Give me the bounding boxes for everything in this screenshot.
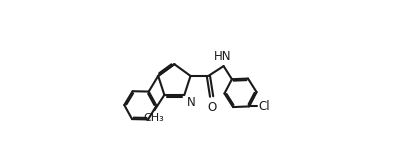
Text: N: N xyxy=(187,96,195,109)
Text: HN: HN xyxy=(214,50,231,63)
Text: CH₃: CH₃ xyxy=(143,113,164,123)
Text: Cl: Cl xyxy=(258,100,270,113)
Text: O: O xyxy=(207,101,216,114)
